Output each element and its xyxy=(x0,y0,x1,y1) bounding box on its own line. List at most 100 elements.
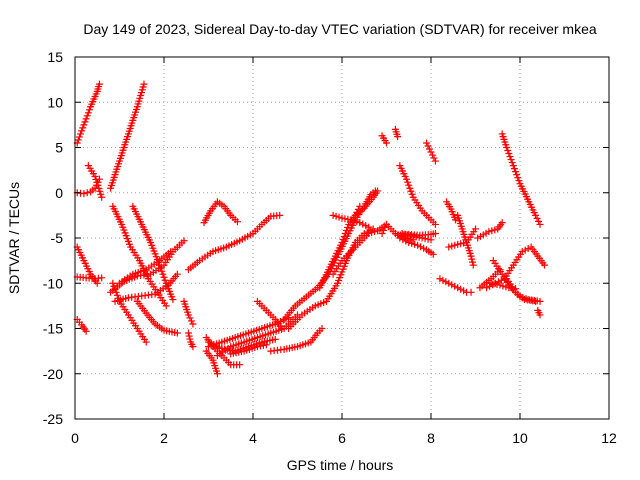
data-point-marker xyxy=(161,276,169,284)
data-point-marker xyxy=(499,282,507,290)
data-point-marker xyxy=(427,148,435,156)
y-axis-label: SDTVAR / TECUs xyxy=(6,182,22,294)
series-arc-43 xyxy=(454,211,477,269)
data-point-marker xyxy=(409,232,417,240)
series-arc-13 xyxy=(107,237,188,296)
data-point-marker xyxy=(402,237,410,245)
data-points xyxy=(73,80,548,378)
y-tick-labels: -25 -20 -15 -10 -5 0 5 10 15 xyxy=(43,49,63,427)
series-arc-6 xyxy=(73,315,90,335)
series-arc-12 xyxy=(111,270,181,305)
data-point-marker xyxy=(424,235,432,243)
data-point-marker xyxy=(159,270,167,278)
data-point-marker xyxy=(344,223,352,231)
data-point-marker xyxy=(363,228,371,236)
series-arc-50 xyxy=(483,243,548,292)
data-point-marker xyxy=(84,109,92,117)
data-point-marker xyxy=(140,80,148,88)
series-arc-26 xyxy=(267,325,326,355)
data-point-marker xyxy=(92,175,100,183)
data-point-marker xyxy=(492,279,500,287)
data-point-marker xyxy=(344,215,352,223)
data-point-marker xyxy=(353,208,361,216)
data-point-marker xyxy=(97,190,105,198)
data-point-marker xyxy=(359,220,367,228)
data-point-marker xyxy=(496,266,504,274)
data-point-marker xyxy=(256,342,264,350)
series-arc-45 xyxy=(474,219,506,242)
data-point-marker xyxy=(259,341,267,349)
series-arc-17 xyxy=(180,297,197,328)
data-point-marker xyxy=(460,239,468,247)
data-point-marker xyxy=(436,275,444,283)
x-tick-label: 12 xyxy=(601,430,617,446)
data-point-marker xyxy=(485,228,493,236)
data-point-marker xyxy=(78,127,86,135)
data-point-marker xyxy=(513,171,521,179)
data-point-marker xyxy=(82,327,90,335)
data-point-marker xyxy=(394,133,402,141)
data-point-marker xyxy=(85,106,93,114)
data-point-marker xyxy=(236,361,244,369)
series-arc-41 xyxy=(436,275,475,296)
x-tick-labels: 0 2 4 6 8 10 12 xyxy=(71,430,617,446)
data-point-marker xyxy=(338,214,346,222)
data-point-marker xyxy=(365,223,373,231)
data-point-marker xyxy=(381,223,389,231)
y-tick-label: 15 xyxy=(47,49,63,65)
y-tick-label: -10 xyxy=(43,275,63,291)
y-tick-label: -5 xyxy=(51,230,64,246)
data-point-marker xyxy=(109,279,117,287)
data-point-marker xyxy=(532,297,540,305)
data-point-marker xyxy=(472,225,479,233)
data-point-marker xyxy=(421,235,429,243)
x-tick-label: 0 xyxy=(71,430,79,446)
data-point-marker xyxy=(414,241,422,249)
data-point-marker xyxy=(405,181,413,189)
data-point-marker xyxy=(490,280,498,288)
x-tick-label: 4 xyxy=(249,430,257,446)
series-arc-29 xyxy=(316,202,364,292)
data-point-marker xyxy=(514,174,522,182)
data-point-marker xyxy=(329,211,337,219)
data-point-marker xyxy=(488,227,496,235)
data-point-marker xyxy=(426,145,434,153)
data-point-marker xyxy=(412,233,420,241)
y-tick-label: -25 xyxy=(43,411,63,427)
data-point-marker xyxy=(503,144,511,151)
data-point-marker xyxy=(439,276,447,284)
data-point-marker xyxy=(512,168,520,176)
data-point-marker xyxy=(162,302,170,310)
series-arc-25 xyxy=(253,297,286,332)
data-point-marker xyxy=(77,130,85,138)
x-tick-label: 8 xyxy=(427,430,435,446)
data-point-marker xyxy=(186,314,194,322)
series-arc-14 xyxy=(116,248,175,287)
series-arc-18 xyxy=(184,329,197,351)
data-point-marker xyxy=(374,187,382,195)
data-point-marker xyxy=(365,229,373,237)
series-arc-24 xyxy=(227,341,270,358)
data-point-marker xyxy=(448,281,456,289)
data-point-marker xyxy=(515,177,523,185)
data-point-marker xyxy=(383,220,390,228)
data-point-marker xyxy=(98,193,106,201)
data-point-marker xyxy=(169,296,177,304)
data-point-marker xyxy=(356,219,364,227)
data-point-marker xyxy=(486,282,494,290)
data-point-marker xyxy=(91,172,99,180)
data-point-marker xyxy=(368,229,376,237)
data-point-marker xyxy=(187,317,195,325)
series-arc-52 xyxy=(534,306,544,319)
series-arc-20 xyxy=(202,347,221,378)
data-point-marker xyxy=(489,281,497,289)
y-tick-label: -20 xyxy=(43,366,63,382)
grid xyxy=(75,57,609,419)
data-point-marker xyxy=(420,244,428,252)
data-point-marker xyxy=(469,258,477,266)
data-point-marker xyxy=(396,234,404,242)
data-point-marker xyxy=(342,226,350,234)
y-tick-label: 10 xyxy=(47,94,63,110)
series-arc-15 xyxy=(184,211,284,274)
data-point-marker xyxy=(79,124,87,132)
